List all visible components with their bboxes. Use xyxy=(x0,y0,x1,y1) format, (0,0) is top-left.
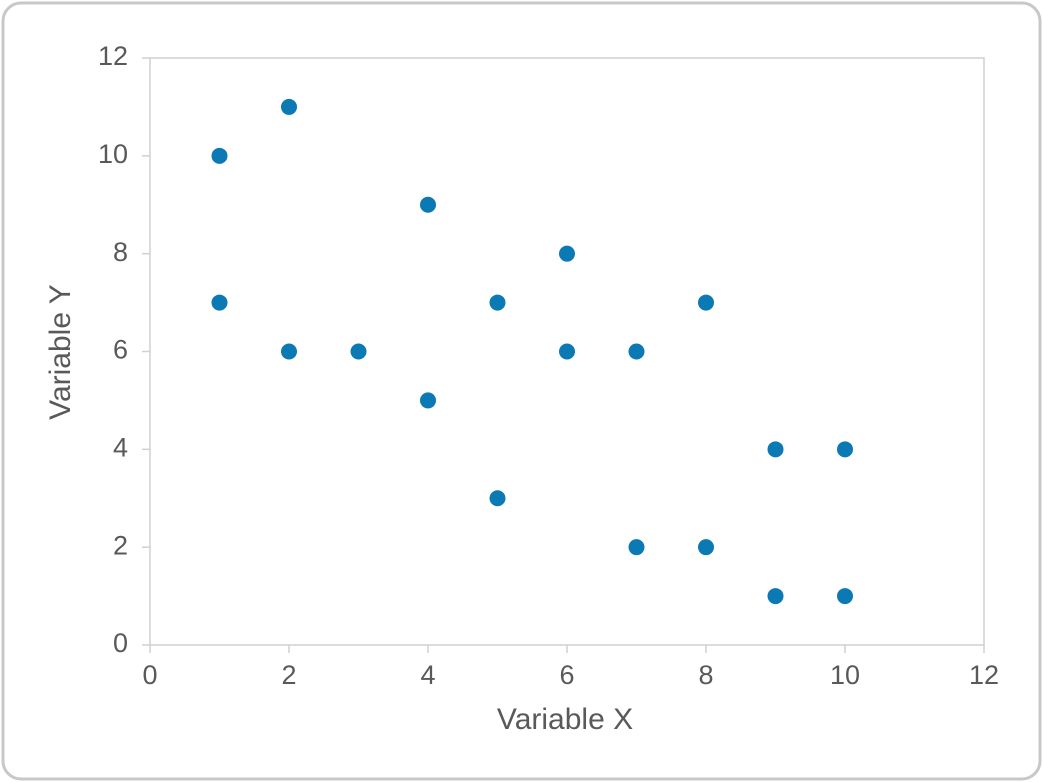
y-tick-label: 6 xyxy=(113,335,128,365)
y-tick-label: 10 xyxy=(98,139,128,169)
x-tick-label: 8 xyxy=(698,660,713,690)
point xyxy=(837,588,853,605)
point xyxy=(628,539,645,556)
y-axis-label: Variable Y xyxy=(44,284,77,420)
point xyxy=(559,343,575,360)
point xyxy=(767,588,784,605)
point xyxy=(211,294,228,311)
point xyxy=(698,294,714,311)
point xyxy=(281,98,297,115)
x-tick-label: 10 xyxy=(830,660,860,690)
x-tick-label: 0 xyxy=(142,660,157,690)
point xyxy=(837,441,853,458)
point xyxy=(489,294,506,311)
x-tick-label: 2 xyxy=(281,660,296,690)
x-axis-label: Variable X xyxy=(497,703,633,736)
x-tick-label: 12 xyxy=(969,660,999,690)
point xyxy=(628,343,645,360)
y-tick-label: 8 xyxy=(113,237,128,267)
point xyxy=(698,539,714,556)
y-tick-label: 12 xyxy=(98,41,128,71)
point xyxy=(211,147,228,164)
point xyxy=(767,441,784,458)
point xyxy=(489,490,506,507)
y-tick-label: 4 xyxy=(113,432,128,462)
x-tick-label: 4 xyxy=(420,660,435,690)
point xyxy=(420,392,436,409)
y-tick-label: 2 xyxy=(113,530,128,560)
point xyxy=(281,343,297,360)
x-tick-label: 6 xyxy=(559,660,574,690)
point xyxy=(350,343,367,360)
point xyxy=(559,245,575,262)
y-tick-label: 0 xyxy=(113,628,128,658)
point xyxy=(420,196,436,213)
